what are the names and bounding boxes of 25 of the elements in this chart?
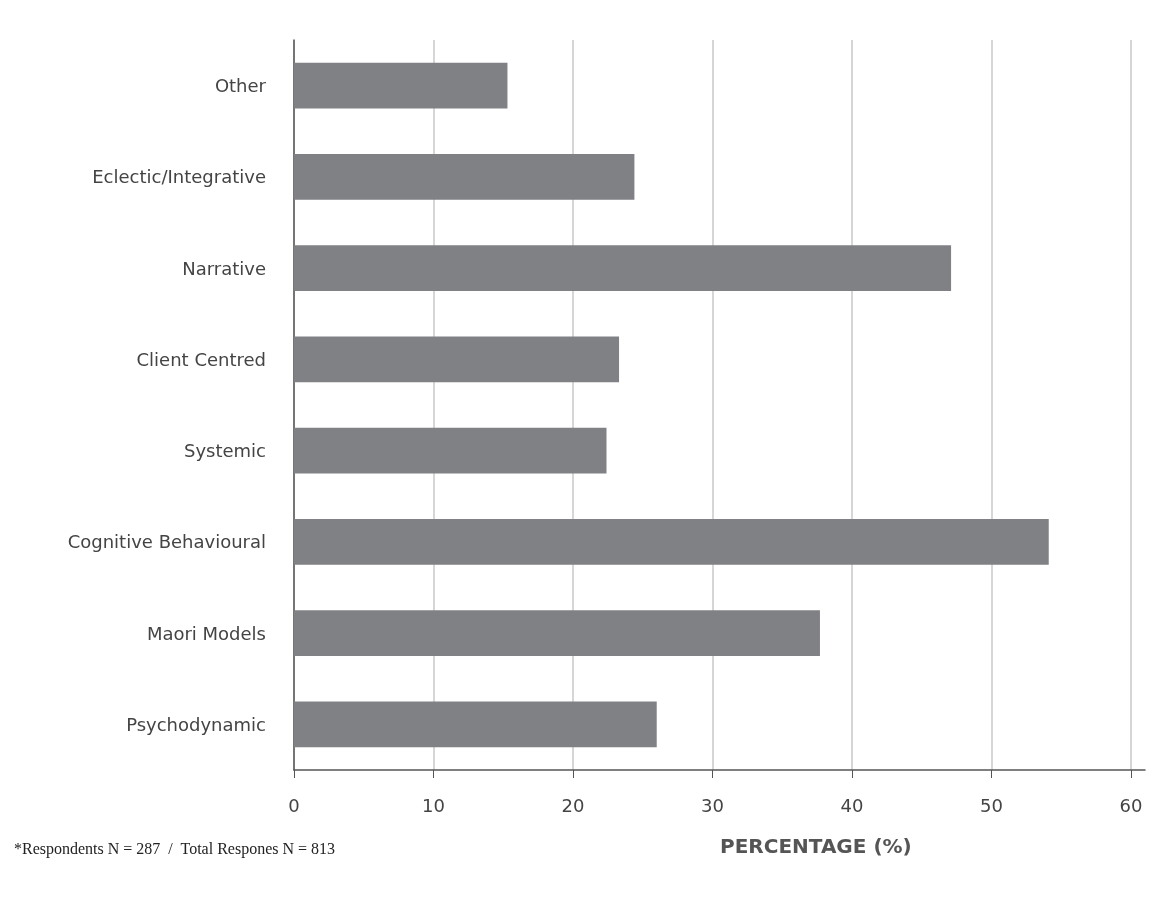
y-tick-label: Maori Models <box>146 622 266 644</box>
y-tick-label: Eclectic/Integrative <box>92 166 266 188</box>
bar <box>294 519 1049 565</box>
y-tick-label: Client Centred <box>136 348 266 370</box>
x-axis-title: PERCENTAGE (%) <box>720 834 912 858</box>
x-tick-label: 20 <box>561 794 585 816</box>
bar <box>294 62 508 109</box>
y-tick-label: Narrative <box>182 257 266 279</box>
y-tick-label: Psychodynamic <box>126 713 266 735</box>
x-tick-label: 0 <box>288 794 300 816</box>
x-tick-label: 50 <box>980 794 1003 816</box>
x-tick-label: 10 <box>422 794 445 816</box>
bar <box>294 427 607 474</box>
bar <box>294 701 657 748</box>
x-tick-label: 40 <box>840 794 864 816</box>
bar <box>294 245 952 291</box>
bar <box>294 336 620 383</box>
bar <box>294 610 820 656</box>
y-tick-label: Systemic <box>183 440 266 462</box>
x-tick-label: 60 <box>1119 794 1143 816</box>
bar <box>294 154 635 200</box>
y-tick-label: Cognitive Behavioural <box>67 531 266 553</box>
x-tick-label: 30 <box>701 794 724 816</box>
y-tick-label: Other <box>214 75 267 97</box>
text: *Respondents N = 287 / Total Respones N = 813 <box>14 839 336 858</box>
